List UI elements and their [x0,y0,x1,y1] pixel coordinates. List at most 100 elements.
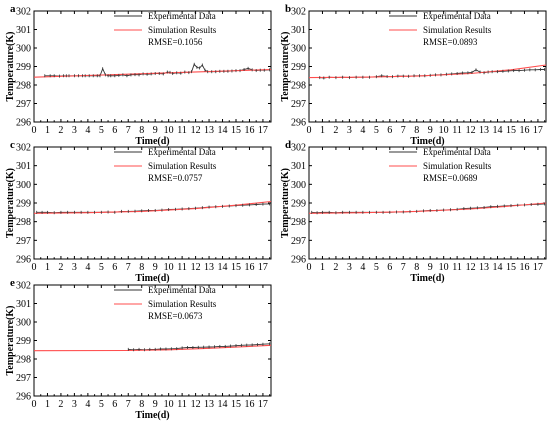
legend-entry-experimental: Experimental Data [148,285,216,295]
x-tick-label: 9 [153,125,158,136]
y-tick-label: 298 [16,217,31,228]
x-tick-label: 2 [58,125,63,136]
y-tick-label: 296 [16,118,31,129]
x-tick-label: 3 [72,262,77,273]
x-tick-label: 0 [32,399,37,410]
x-tick-label: 12 [191,399,201,410]
x-axis-label: Time(d) [410,136,444,147]
legend-entry-simulation: Simulation Results [148,299,217,309]
y-tick-label: 299 [291,62,306,73]
y-tick-label: 300 [16,318,31,329]
x-tick-label: 10 [439,125,449,136]
y-axis-label: Temperature(K) [5,168,16,238]
x-tick-label: 12 [191,262,201,273]
x-tick-label: 4 [85,399,90,410]
x-tick-label: 1 [320,125,325,136]
series-line-simulation [308,202,547,214]
panel-label: e [10,277,15,289]
rmse-annotation: RMSE=0.0689 [423,173,478,183]
x-tick-label: 14 [493,262,503,273]
y-tick-label: 302 [291,7,306,18]
x-tick-label: 16 [244,125,254,136]
x-tick-label: 3 [72,125,77,136]
x-tick-label: 13 [204,399,214,410]
x-tick-label: 5 [99,125,104,136]
x-tick-label: 16 [244,262,254,273]
legend-entry-simulation: Simulation Results [148,25,217,35]
x-tick-label: 5 [374,262,379,273]
y-tick-label: 300 [16,44,31,55]
x-tick-label: 5 [99,262,104,273]
y-tick-label: 297 [291,236,306,247]
x-tick-label: 10 [439,262,449,273]
panel-label: c [10,139,15,151]
rmse-annotation: RMSE=0.0893 [423,37,478,47]
x-tick-label: 17 [533,262,543,273]
x-tick-label: 14 [218,399,228,410]
y-tick-label: 300 [16,180,31,191]
x-tick-label: 4 [85,125,90,136]
rmse-annotation: RMSE=0.1056 [148,37,203,47]
x-tick-label: 11 [452,262,462,273]
x-tick-label: 12 [466,262,476,273]
y-tick-label: 298 [16,355,31,366]
x-tick-label: 6 [112,399,117,410]
y-tick-label: 301 [291,161,306,172]
x-tick-label: 15 [506,125,516,136]
rmse-annotation: RMSE=0.0673 [148,311,203,321]
x-tick-label: 14 [218,125,228,136]
x-tick-label: 6 [387,125,392,136]
y-tick-label: 302 [16,143,31,154]
x-tick-label: 6 [112,262,117,273]
y-tick-label: 296 [291,118,306,129]
x-tick-label: 3 [347,125,352,136]
x-tick-label: 0 [32,262,37,273]
y-tick-label: 300 [291,180,306,191]
x-tick-label: 0 [307,262,312,273]
y-tick-label: 296 [16,255,31,266]
legend-entry-experimental: Experimental Data [423,11,491,21]
x-tick-label: 13 [204,125,214,136]
x-tick-label: 1 [45,262,50,273]
x-tick-label: 0 [32,125,37,136]
x-tick-label: 7 [126,399,131,410]
y-tick-label: 302 [291,143,306,154]
y-tick-label: 298 [16,81,31,92]
series-line-simulation [33,68,272,78]
y-axis-label: Temperature(K) [5,306,16,376]
rmse-annotation: RMSE=0.0757 [148,173,203,183]
x-tick-label: 2 [333,125,338,136]
x-tick-label: 17 [258,125,268,136]
x-tick-label: 17 [258,262,268,273]
x-tick-label: 7 [126,125,131,136]
x-tick-label: 8 [139,399,144,410]
x-tick-label: 2 [333,262,338,273]
x-tick-label: 5 [99,399,104,410]
x-tick-label: 14 [218,262,228,273]
panel-label: a [10,3,16,15]
x-tick-label: 5 [374,125,379,136]
x-tick-label: 10 [164,262,174,273]
x-tick-label: 1 [45,399,50,410]
panel-label: d [285,139,291,151]
x-tick-label: 3 [72,399,77,410]
series-line-simulation [33,344,272,352]
x-tick-label: 9 [428,125,433,136]
x-tick-label: 1 [320,262,325,273]
x-tick-label: 15 [231,125,241,136]
x-tick-label: 13 [204,262,214,273]
legend-entry-simulation: Simulation Results [423,161,492,171]
x-tick-label: 16 [519,262,529,273]
x-tick-label: 9 [153,262,158,273]
panel-label: b [285,3,291,15]
x-tick-label: 8 [139,262,144,273]
x-tick-label: 2 [58,262,63,273]
x-tick-label: 4 [360,262,365,273]
x-tick-label: 13 [479,125,489,136]
x-tick-label: 0 [307,125,312,136]
